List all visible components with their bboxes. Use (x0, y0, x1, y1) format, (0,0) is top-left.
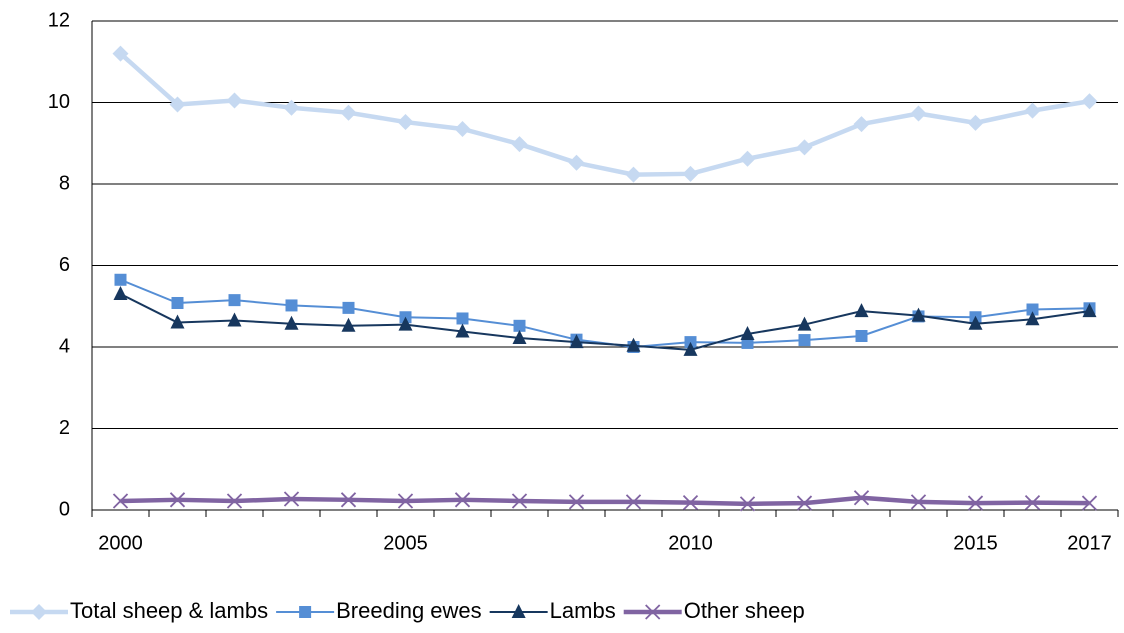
marker (740, 325, 755, 340)
y-tick-label: 8 (59, 172, 70, 194)
y-tick-label: 2 (59, 417, 70, 439)
marker (739, 150, 756, 167)
legend-label: Lambs (550, 598, 616, 623)
marker (340, 492, 357, 508)
marker (796, 495, 813, 511)
marker (1081, 93, 1098, 110)
marker (113, 286, 128, 301)
legend-item: Lambs (489, 598, 616, 623)
marker (512, 330, 527, 345)
marker (397, 114, 414, 131)
series-line (120, 495, 1090, 507)
marker (1026, 303, 1039, 316)
marker (114, 273, 127, 286)
x-tick-label: 2015 (953, 532, 998, 554)
marker (511, 604, 526, 618)
marker (682, 165, 699, 182)
marker (910, 105, 927, 122)
marker (796, 139, 813, 156)
marker (1024, 495, 1041, 511)
marker (569, 334, 584, 349)
x-tick-label: 2000 (98, 532, 143, 554)
marker (283, 99, 300, 116)
marker (342, 301, 355, 314)
marker (112, 45, 129, 62)
marker (1081, 495, 1098, 511)
marker (227, 312, 242, 327)
legend-label: Breeding ewes (336, 598, 482, 623)
marker (454, 492, 471, 508)
x-tick-label: 2017 (1067, 532, 1112, 554)
marker (967, 495, 984, 511)
series-line (119, 51, 1090, 177)
series-line (120, 293, 1090, 351)
marker (299, 606, 312, 618)
legend-label: Total sheep & lambs (70, 598, 268, 623)
marker (645, 604, 661, 620)
y-tick-label: 6 (59, 254, 70, 276)
marker (169, 96, 186, 113)
legend-item: Total sheep & lambs (10, 598, 268, 623)
marker (1082, 303, 1097, 318)
y-tick-label: 10 (48, 91, 70, 113)
marker (112, 493, 129, 509)
marker (910, 494, 927, 510)
marker (968, 315, 983, 330)
marker (682, 495, 699, 511)
marker (454, 120, 471, 137)
marker (855, 329, 868, 342)
marker (397, 493, 414, 509)
marker (797, 316, 812, 331)
marker (1024, 102, 1041, 119)
marker (285, 299, 298, 312)
marker (853, 116, 870, 133)
marker (513, 319, 526, 332)
series-line (120, 278, 1090, 348)
marker (340, 104, 357, 121)
marker (625, 166, 642, 183)
marker (739, 496, 756, 512)
marker (683, 341, 698, 356)
marker (170, 314, 185, 329)
marker (341, 317, 356, 332)
marker (284, 315, 299, 330)
marker (456, 312, 469, 325)
marker (511, 493, 528, 509)
legend-item: Other sheep (623, 598, 805, 623)
marker (169, 492, 186, 508)
marker (31, 604, 47, 620)
legend-item: Breeding ewes (276, 598, 482, 623)
marker (854, 303, 869, 318)
x-tick-label: 2005 (383, 532, 428, 554)
marker (911, 307, 926, 322)
x-tick-label: 2010 (668, 532, 713, 554)
marker (625, 494, 642, 510)
legend-label: Other sheep (684, 598, 805, 623)
marker (511, 136, 528, 153)
marker (798, 334, 811, 347)
y-tick-label: 12 (48, 9, 70, 31)
marker (226, 92, 243, 109)
y-tick-label: 4 (59, 335, 70, 357)
marker (455, 323, 470, 338)
marker (226, 493, 243, 509)
marker (568, 154, 585, 171)
marker (967, 114, 984, 131)
y-tick-label: 0 (59, 498, 70, 520)
marker (853, 490, 870, 506)
marker (626, 337, 641, 352)
marker (171, 296, 184, 309)
marker (283, 491, 300, 507)
marker (228, 294, 241, 307)
marker (1025, 311, 1040, 326)
marker (568, 494, 585, 510)
marker (398, 316, 413, 331)
